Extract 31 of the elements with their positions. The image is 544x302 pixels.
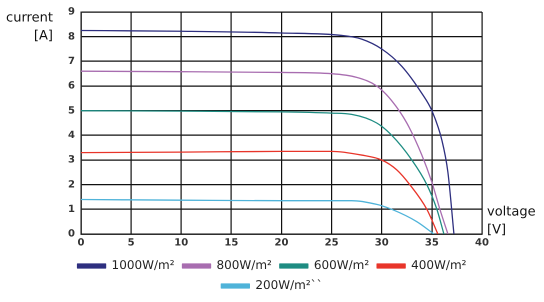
y-tick-label: 7 <box>68 56 75 67</box>
x-tick-label: 35 <box>424 238 439 249</box>
legend-label: 800W/m² <box>216 258 272 272</box>
x-tick-label: 5 <box>128 238 135 249</box>
y-tick-label: 6 <box>68 80 75 92</box>
line-series <box>80 110 445 234</box>
y-tick-label: 0 <box>68 228 75 240</box>
y-axis-title: current [A] <box>6 10 53 44</box>
x-tick-label: 25 <box>324 238 339 249</box>
y-tick-label: 2 <box>68 179 75 190</box>
y-tick-label: 8 <box>68 31 75 42</box>
line-series <box>80 30 455 234</box>
line-series <box>80 70 449 234</box>
y-tick-label: 5 <box>68 105 75 116</box>
legend-label: 400W/m² <box>411 258 467 272</box>
y-tick-label: 9 <box>68 6 75 18</box>
x-tick-label: 10 <box>174 238 188 249</box>
y-tick-label: 3 <box>68 154 75 166</box>
x-axis-title: voltage [V] <box>487 204 536 238</box>
line-series <box>80 150 439 234</box>
y-tick-label: 4 <box>68 130 75 141</box>
y-tick-label: 1 <box>68 204 75 215</box>
x-tick-label: 20 <box>274 238 288 249</box>
legend-label: 1000W/m² <box>112 258 175 272</box>
line-series <box>80 198 435 234</box>
x-tick-label: 40 <box>475 238 489 249</box>
legend-label: 600W/m² <box>314 258 370 272</box>
x-tick-label: 30 <box>374 238 389 249</box>
legend-label: 200W/m²`` <box>255 278 323 292</box>
x-tick-label: 15 <box>224 238 238 249</box>
x-tick-label: 0 <box>77 238 84 249</box>
